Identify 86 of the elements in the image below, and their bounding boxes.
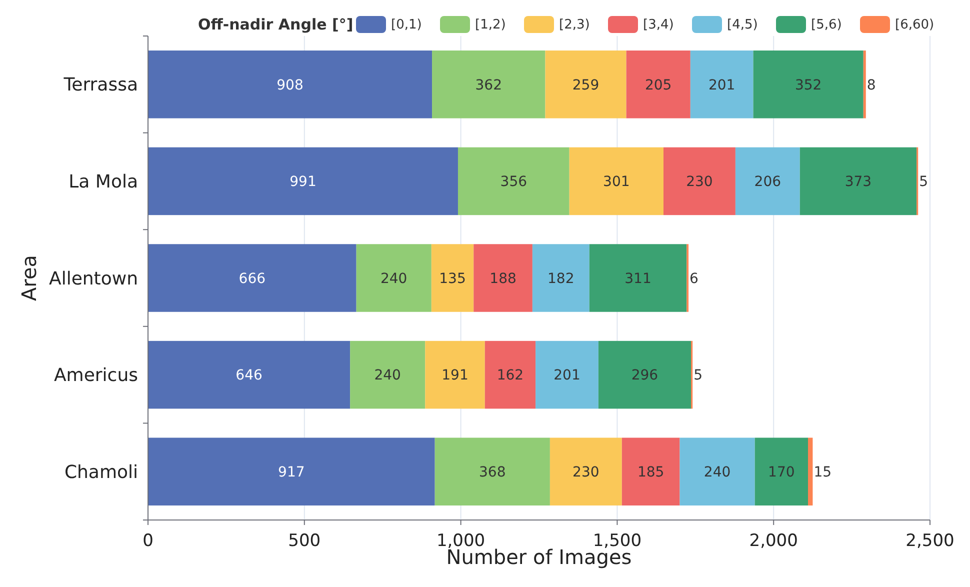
bar: [356, 244, 432, 312]
bar: [663, 147, 736, 216]
bar: [532, 244, 590, 312]
data-label: 296: [631, 368, 658, 384]
bar: [148, 244, 356, 312]
bar: [536, 340, 598, 409]
bar: [148, 147, 458, 216]
legend-title: Off-nadir Angle [°]: [198, 15, 354, 34]
x-tick-label: 2,000: [749, 530, 798, 551]
x-tick-label: 2,500: [906, 530, 954, 551]
y-tick-label: Americus: [54, 365, 138, 386]
bar: [148, 50, 432, 118]
bar: [753, 50, 864, 118]
data-label: 917: [278, 464, 305, 480]
data-label: 301: [603, 174, 630, 190]
x-tick-label: 500: [288, 530, 321, 551]
data-label: 373: [844, 174, 872, 190]
data-label: 240: [704, 464, 731, 480]
bar: [735, 147, 800, 216]
bar: [474, 244, 532, 312]
data-label: 170: [768, 464, 795, 480]
data-label: 182: [548, 270, 574, 287]
bar: [431, 244, 474, 312]
data-label: 5: [919, 174, 928, 190]
bar: [800, 147, 917, 216]
bar: [569, 147, 664, 216]
legend-label: [4,5): [727, 18, 758, 33]
data-label: 15: [814, 464, 832, 480]
bar: [545, 50, 626, 118]
data-label: 5: [694, 368, 703, 384]
x-tick-label: 1,500: [592, 530, 642, 551]
bar: [680, 438, 755, 506]
bar: [598, 340, 692, 409]
data-label: 135: [439, 270, 466, 287]
data-label: 201: [708, 77, 736, 94]
data-label: 230: [572, 464, 600, 480]
bar: [626, 50, 690, 118]
data-label: 368: [479, 464, 506, 480]
bar: [690, 50, 754, 118]
bar: [622, 438, 680, 506]
data-label: 240: [380, 270, 408, 287]
data-label: 162: [496, 368, 524, 384]
data-label: 259: [572, 77, 600, 94]
data-label: 311: [624, 270, 652, 287]
data-label: 991: [290, 174, 316, 190]
bar: [425, 340, 485, 409]
legend-label: [6,60): [895, 18, 934, 33]
data-label: 205: [644, 77, 672, 94]
bar: [148, 340, 350, 409]
y-tick-label: La Mola: [68, 172, 138, 192]
y-axis-title: Area: [17, 254, 41, 302]
data-label: 356: [500, 174, 528, 190]
data-label: 666: [238, 270, 266, 287]
bar: [484, 340, 536, 409]
bar: [458, 147, 570, 216]
data-label: 908: [276, 77, 304, 94]
bar: [550, 438, 622, 506]
legend-label: [3,4): [643, 18, 674, 33]
data-label: 188: [490, 270, 516, 287]
bar: [148, 438, 435, 506]
data-label: 352: [794, 77, 822, 94]
legend-label: [0,1): [391, 18, 422, 33]
data-label: 6: [690, 270, 699, 287]
data-label: 191: [442, 368, 468, 384]
legend-label: [5,6): [811, 18, 842, 33]
x-tick-label: 0: [142, 530, 154, 551]
bar: [589, 244, 687, 312]
bar: [863, 50, 866, 118]
data-label: 362: [475, 77, 502, 94]
data-label: 201: [554, 368, 580, 384]
bar: [754, 438, 808, 506]
data-label: 185: [637, 464, 664, 480]
y-tick-label: Terrassa: [62, 74, 138, 96]
data-label: 8: [866, 77, 876, 94]
bar: [432, 50, 546, 118]
legend-label: [2,3): [559, 18, 590, 33]
data-label: 230: [686, 174, 713, 190]
y-tick-label: Allentown: [49, 268, 138, 290]
data-label: 646: [236, 368, 262, 384]
bar: [434, 438, 550, 506]
bar: [350, 340, 426, 409]
y-tick-label: Chamoli: [64, 462, 138, 483]
data-label: 206: [754, 174, 782, 190]
bar: [808, 438, 813, 506]
data-label: 240: [374, 368, 401, 384]
legend-label: [1,2): [475, 18, 506, 33]
